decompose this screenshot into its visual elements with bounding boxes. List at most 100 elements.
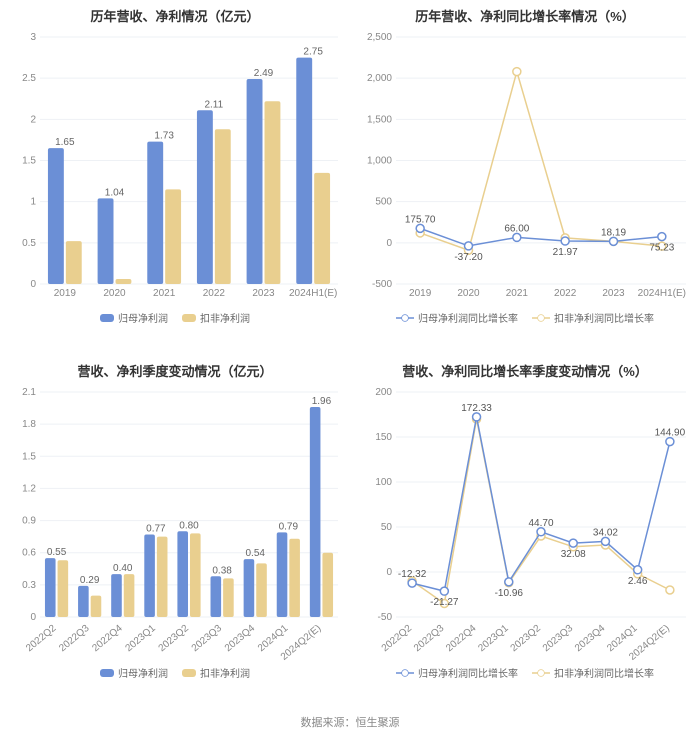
legend-swatch xyxy=(100,669,114,677)
bar-primary xyxy=(197,110,213,284)
x-tick-label: 2023Q3 xyxy=(541,623,576,655)
legend-item: 归母净利润 xyxy=(100,665,168,680)
x-tick-label: 2022Q3 xyxy=(57,623,92,655)
bar-primary xyxy=(147,142,163,284)
bar-primary xyxy=(296,58,312,284)
bar-secondary xyxy=(66,241,82,284)
bar-primary xyxy=(244,559,255,617)
bar-secondary xyxy=(265,101,281,284)
marker-primary xyxy=(465,242,473,250)
svg-text:150: 150 xyxy=(375,432,392,443)
bar-chart-annual: 00.511.522.531.6520191.0420201.7320212.1… xyxy=(4,31,346,306)
marker-primary xyxy=(537,528,545,536)
chart-grid: 历年营收、净利情况（亿元） 00.511.522.531.6520191.042… xyxy=(0,0,700,710)
x-tick-label: 2023Q1 xyxy=(123,623,158,655)
marker-primary xyxy=(569,539,577,547)
svg-text:0.3: 0.3 xyxy=(22,580,36,591)
bar-secondary xyxy=(223,578,234,617)
x-tick-label: 2022Q2 xyxy=(24,623,59,655)
point-value-label: -10.96 xyxy=(495,588,524,599)
bar-secondary xyxy=(314,173,330,284)
legend-label: 扣非净利润 xyxy=(200,310,250,325)
bar-primary xyxy=(310,407,321,617)
svg-text:1,000: 1,000 xyxy=(367,156,392,167)
x-tick-label: 2023Q4 xyxy=(223,623,258,655)
marker-primary xyxy=(666,438,674,446)
x-tick-label: 2022Q4 xyxy=(444,623,479,655)
svg-text:1.5: 1.5 xyxy=(22,451,36,462)
bar-value-label: 0.54 xyxy=(245,548,265,559)
legend-swatch xyxy=(532,313,550,323)
bar-value-label: 2.11 xyxy=(204,99,223,110)
svg-text:0: 0 xyxy=(30,612,36,623)
svg-text:1,500: 1,500 xyxy=(367,114,392,125)
svg-text:0: 0 xyxy=(30,279,36,290)
legend-item: 扣非净利润同比增长率 xyxy=(532,665,654,680)
x-tick-label: 2024H1(E) xyxy=(289,288,337,299)
x-tick-label: 2022 xyxy=(554,288,577,299)
bar-secondary xyxy=(165,189,181,284)
panel-title: 历年营收、净利同比增长率情况（%） xyxy=(354,6,696,25)
x-tick-label: 2021 xyxy=(506,288,529,299)
marker-secondary xyxy=(513,68,521,76)
point-value-label: 172.33 xyxy=(461,403,492,414)
bar-primary xyxy=(45,558,56,617)
legend-label: 归母净利润同比增长率 xyxy=(418,665,518,680)
svg-text:-50: -50 xyxy=(378,612,393,623)
legend-label: 归母净利润同比增长率 xyxy=(418,310,518,325)
marker-primary xyxy=(658,233,666,241)
bar-primary xyxy=(111,574,122,617)
svg-text:0: 0 xyxy=(386,238,392,249)
bar-primary xyxy=(211,576,222,617)
point-value-label: -37.20 xyxy=(454,252,483,263)
bar-secondary xyxy=(116,279,132,284)
point-value-label: 21.97 xyxy=(553,247,578,258)
panel-top-right: 历年营收、净利同比增长率情况（%） -50005001,0001,5002,00… xyxy=(350,0,700,355)
point-value-label: 144.90 xyxy=(655,428,686,439)
x-tick-label: 2022Q3 xyxy=(412,623,447,655)
legend-swatch xyxy=(182,669,196,677)
x-tick-label: 2020 xyxy=(103,288,126,299)
svg-text:100: 100 xyxy=(375,477,392,488)
bar-chart-quarterly: 00.30.60.91.21.51.82.10.552022Q20.292022… xyxy=(4,386,346,661)
line-chart-annual-growth: -50005001,0001,5002,0002,500175.70-37.20… xyxy=(354,31,696,306)
legend: 归母净利润同比增长率 扣非净利润同比增长率 xyxy=(354,665,696,680)
legend-label: 扣非净利润同比增长率 xyxy=(554,665,654,680)
legend: 归母净利润扣非净利润 xyxy=(4,665,346,680)
bar-value-label: 0.79 xyxy=(279,521,299,532)
point-value-label: 34.02 xyxy=(593,527,618,538)
legend-item: 归母净利润 xyxy=(100,310,168,325)
bar-value-label: 0.55 xyxy=(47,547,67,558)
bar-value-label: 2.49 xyxy=(254,68,274,79)
bar-primary xyxy=(277,532,288,617)
bar-primary xyxy=(48,148,64,284)
x-tick-label: 2020 xyxy=(457,288,480,299)
bar-value-label: 1.65 xyxy=(55,137,75,148)
bar-value-label: 0.77 xyxy=(146,524,166,535)
legend-item: 扣非净利润 xyxy=(182,665,250,680)
marker-primary xyxy=(416,224,424,232)
legend-item: 扣非净利润同比增长率 xyxy=(532,310,654,325)
point-value-label: 32.08 xyxy=(561,549,586,560)
line-chart-quarterly-growth: -50050100150200-12.32-21.27172.33-10.964… xyxy=(354,386,696,661)
svg-text:0.9: 0.9 xyxy=(22,516,36,527)
bar-secondary xyxy=(91,596,102,617)
marker-primary xyxy=(473,413,481,421)
x-tick-label: 2022Q4 xyxy=(90,623,125,655)
bar-value-label: 0.29 xyxy=(80,575,100,586)
point-value-label: 44.70 xyxy=(528,518,553,529)
bar-value-label: 2.75 xyxy=(303,47,323,58)
legend-label: 归母净利润 xyxy=(118,665,168,680)
svg-text:2: 2 xyxy=(30,114,36,125)
panel-bottom-right: 营收、净利同比增长率季度变动情况（%） -50050100150200-12.3… xyxy=(350,355,700,710)
data-source-footer: 数据来源：恒生聚源 xyxy=(0,710,700,730)
bar-secondary xyxy=(215,129,231,284)
marker-primary xyxy=(610,237,618,245)
x-tick-label: 2019 xyxy=(409,288,432,299)
point-value-label: -21.27 xyxy=(430,597,459,608)
legend-swatch xyxy=(100,314,114,322)
legend-swatch xyxy=(182,314,196,322)
marker-primary xyxy=(440,587,448,595)
svg-text:2.1: 2.1 xyxy=(22,387,36,398)
bar-secondary xyxy=(256,563,267,617)
